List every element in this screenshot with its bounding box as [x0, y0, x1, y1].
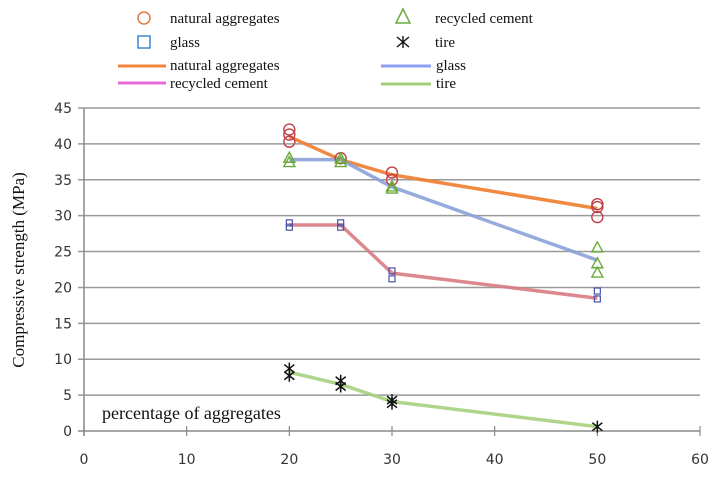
- legend: natural aggregates glass recycled cement…: [118, 7, 534, 92]
- legend-item-natural-aggregates-line: natural aggregates: [118, 58, 280, 74]
- x-tick-label: 0: [80, 452, 89, 468]
- legend-item-natural-aggregates-marker: natural aggregates: [137, 11, 280, 27]
- series-line-tire: [288, 370, 598, 429]
- legend-label: natural aggregates: [170, 58, 280, 74]
- y-tick-label: 25: [54, 245, 72, 261]
- y-tick-label: 0: [63, 424, 72, 440]
- data-point-recycled-cement: [282, 150, 297, 163]
- data-point-tire: [386, 397, 398, 410]
- series-line-recycled-cement: [289, 157, 598, 262]
- y-axis-label: Compressive strength (MPa): [9, 172, 28, 367]
- x-tick-label: 10: [178, 452, 196, 468]
- data-point-glass: [388, 267, 396, 275]
- data-point-glass: [337, 219, 345, 227]
- y-tick-label: 40: [54, 137, 72, 153]
- y-tick-label: 45: [54, 101, 72, 117]
- asterisk-marker-icon: [396, 36, 410, 48]
- data-point-glass: [593, 295, 601, 303]
- data-point-recycled-cement: [282, 155, 297, 168]
- data-point-recycled-cement: [590, 265, 605, 278]
- data-point-glass: [388, 275, 396, 283]
- data-point-recycled-cement: [333, 151, 348, 164]
- axes: [78, 108, 701, 436]
- legend-item-recycled-cement-marker: recycled cement: [394, 7, 534, 27]
- legend-item-recycled-cement-line: glass: [381, 58, 466, 74]
- data-point-natural-aggregates: [385, 166, 399, 179]
- legend-label: tire: [435, 35, 455, 51]
- data-point-glass: [593, 287, 601, 295]
- x-tick-label: 60: [691, 452, 709, 468]
- x-tick-label: 30: [383, 452, 401, 468]
- data-point-natural-aggregates: [283, 128, 296, 141]
- legend-label: glass: [436, 58, 466, 74]
- x-annotation-label: percentage of aggregates: [102, 403, 281, 423]
- data-point-glass: [285, 219, 293, 227]
- legend-label: recycled cement: [170, 76, 269, 92]
- data-point-natural-aggregates: [591, 210, 604, 224]
- legend-label: recycled cement: [435, 11, 534, 27]
- legend-item-glass-line: recycled cement: [118, 76, 269, 92]
- data-point-recycled-cement: [385, 179, 399, 192]
- y-tick-label: 15: [54, 316, 72, 332]
- legend-label: glass: [170, 35, 200, 51]
- legend-label: tire: [436, 76, 456, 92]
- data-point-natural-aggregates: [591, 200, 604, 214]
- x-tick-labels: 0 10 20 30 40 50 60: [80, 452, 709, 468]
- legend-label: natural aggregates: [170, 11, 280, 27]
- data-markers: [282, 123, 605, 433]
- fit-lines: [288, 135, 598, 429]
- y-tick-label: 30: [54, 209, 72, 225]
- data-point-recycled-cement: [590, 240, 605, 253]
- circle-marker-icon: [137, 11, 151, 25]
- data-point-glass: [337, 223, 345, 231]
- data-point-glass: [285, 223, 293, 231]
- x-tick-label: 50: [588, 452, 606, 468]
- x-tick-label: 40: [486, 452, 504, 468]
- data-point-natural-aggregates: [385, 173, 399, 186]
- legend-item-tire-marker: tire: [396, 35, 455, 51]
- data-point-natural-aggregates: [591, 197, 604, 211]
- data-point-tire: [591, 420, 603, 433]
- data-point-natural-aggregates: [283, 135, 296, 148]
- series-line-natural-aggregates: [288, 135, 598, 211]
- data-point-natural-aggregates: [283, 123, 296, 136]
- y-tick-label: 20: [54, 280, 72, 296]
- x-tick-label: 20: [280, 452, 298, 468]
- y-tick-labels: 0 5 10 15 20 25 30 35 40 45: [54, 101, 72, 440]
- series-line-glass: [289, 223, 598, 300]
- y-tick-label: 35: [54, 173, 72, 189]
- triangle-marker-icon: [394, 7, 412, 24]
- data-point-tire: [283, 369, 295, 382]
- data-point-recycled-cement: [333, 155, 348, 168]
- y-tick-label: 5: [63, 388, 72, 404]
- square-marker-icon: [137, 35, 151, 49]
- legend-item-glass-marker: glass: [137, 35, 200, 51]
- gridlines: [78, 107, 700, 396]
- legend-item-tire-line: tire: [381, 76, 456, 92]
- data-point-recycled-cement: [385, 181, 399, 194]
- data-point-tire: [335, 380, 347, 393]
- y-tick-label: 10: [54, 352, 72, 368]
